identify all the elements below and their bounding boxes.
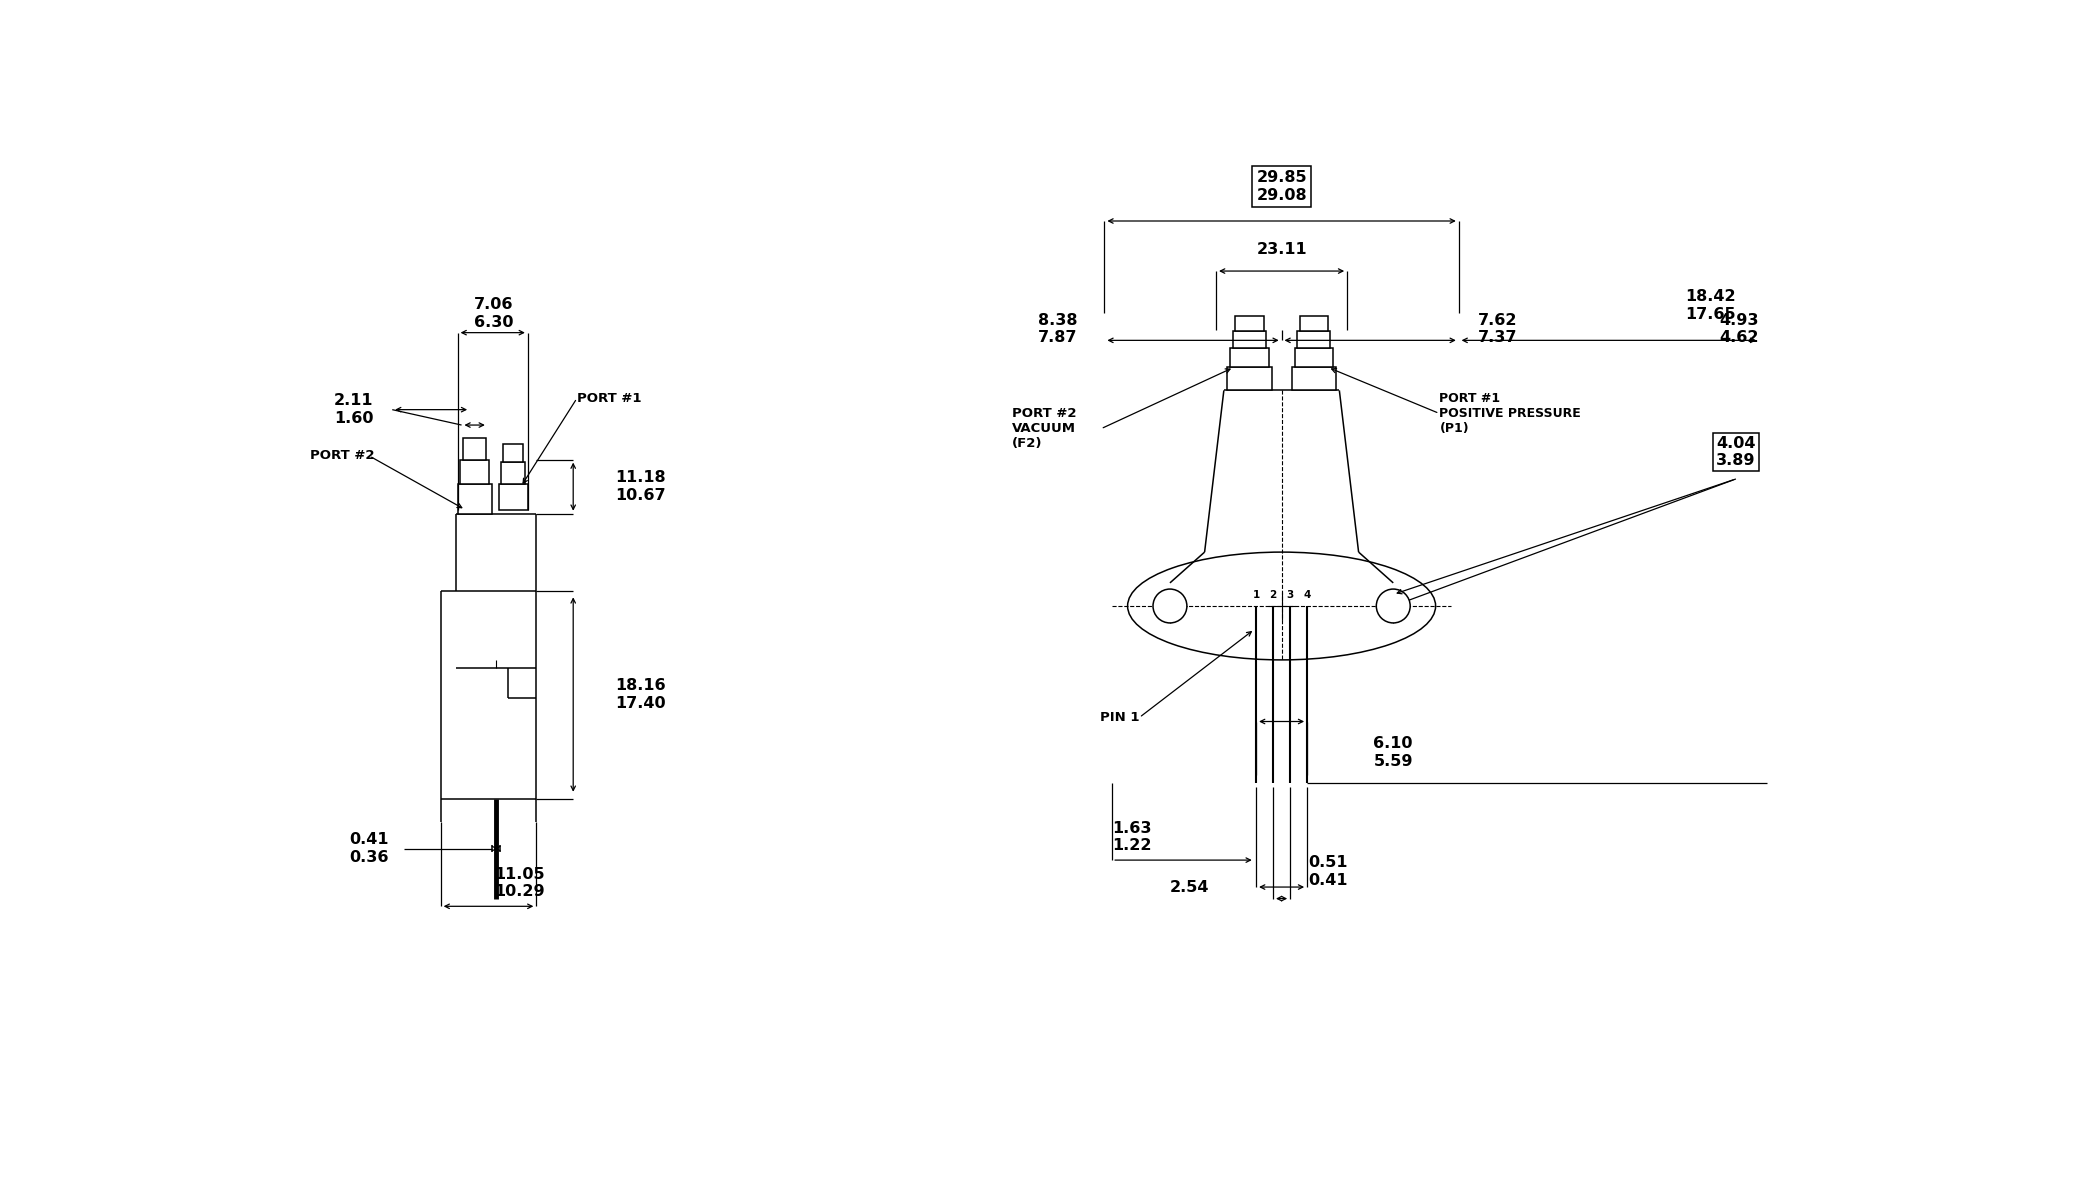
Text: 11.05
10.29: 11.05 10.29 (493, 866, 545, 900)
Bar (1233, 331, 1267, 348)
Ellipse shape (1127, 552, 1435, 660)
Bar (1292, 367, 1335, 390)
Text: 11.18
10.67: 11.18 10.67 (616, 470, 666, 503)
Bar (1294, 348, 1333, 367)
Text: PORT #2: PORT #2 (310, 449, 374, 462)
Circle shape (1377, 589, 1410, 623)
Bar (1298, 331, 1331, 348)
Text: 6.10
5.59: 6.10 5.59 (1373, 736, 1412, 768)
Bar (458, 485, 491, 514)
Text: 18.16
17.40: 18.16 17.40 (616, 678, 666, 710)
Text: 7.62
7.37: 7.62 7.37 (1479, 312, 1518, 346)
Bar (501, 462, 526, 484)
Text: 0.41
0.36: 0.41 0.36 (349, 833, 389, 865)
Circle shape (1152, 589, 1188, 623)
Bar (1236, 316, 1263, 331)
Text: 7.06
6.30: 7.06 6.30 (474, 298, 514, 330)
Text: 4: 4 (1304, 590, 1310, 600)
Text: 4.93
4.62: 4.93 4.62 (1720, 312, 1760, 346)
Text: 1.63
1.22: 1.63 1.22 (1113, 821, 1152, 853)
Text: 2: 2 (1269, 590, 1277, 600)
Text: PORT #1
POSITIVE PRESSURE
(P1): PORT #1 POSITIVE PRESSURE (P1) (1439, 392, 1581, 434)
Bar (1300, 316, 1329, 331)
Text: 23.11: 23.11 (1256, 242, 1306, 257)
Text: 0.51
0.41: 0.51 0.41 (1308, 856, 1348, 888)
Text: 4.04
3.89: 4.04 3.89 (1716, 436, 1756, 468)
Bar (499, 484, 528, 510)
Bar (1229, 348, 1269, 367)
Bar (460, 460, 489, 485)
Text: 1: 1 (1252, 590, 1260, 600)
Text: 18.42
17.65: 18.42 17.65 (1685, 289, 1737, 322)
Text: PORT #1: PORT #1 (576, 391, 641, 404)
Text: 29.85
29.08: 29.85 29.08 (1256, 170, 1306, 203)
Text: 3: 3 (1285, 590, 1294, 600)
Bar (464, 438, 487, 460)
Text: 2.11
1.60: 2.11 1.60 (335, 394, 374, 426)
Text: PORT #2
VACUUM
(F2): PORT #2 VACUUM (F2) (1013, 407, 1077, 450)
Bar (1227, 367, 1271, 390)
Text: 2.54: 2.54 (1169, 880, 1208, 894)
Bar (503, 444, 524, 462)
Text: 8.38
7.87: 8.38 7.87 (1038, 312, 1077, 346)
Text: PIN 1: PIN 1 (1100, 712, 1140, 724)
